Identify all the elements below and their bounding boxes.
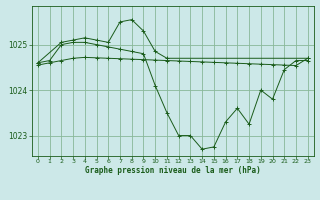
X-axis label: Graphe pression niveau de la mer (hPa): Graphe pression niveau de la mer (hPa) — [85, 166, 261, 175]
